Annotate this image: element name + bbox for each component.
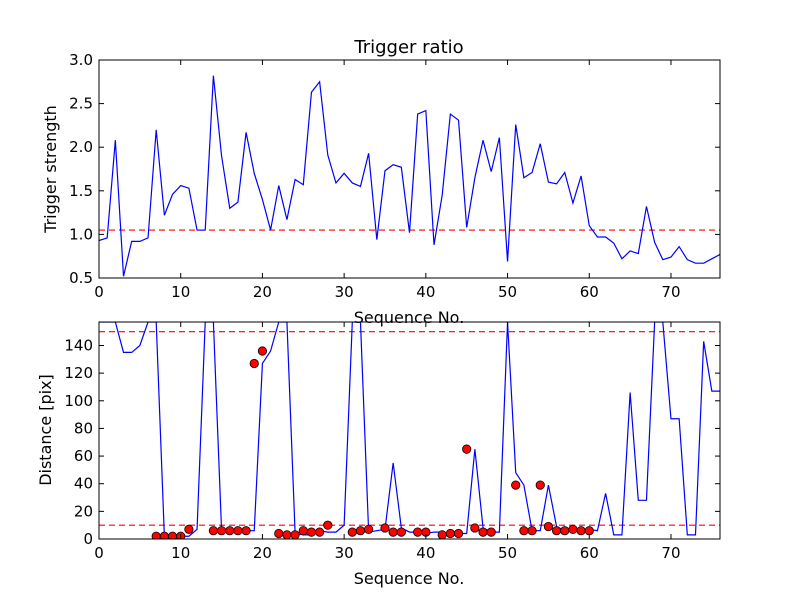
data-point-marker <box>315 527 325 537</box>
x-tick-label: 0 <box>94 283 104 301</box>
data-point-marker <box>519 526 529 536</box>
x-tick-label: 30 <box>335 283 354 301</box>
data-point-marker <box>470 523 480 533</box>
x-tick-label: 0 <box>94 544 104 562</box>
data-point-marker <box>560 526 570 536</box>
x-tick-label: 20 <box>253 283 272 301</box>
data-point-marker <box>184 524 194 534</box>
x-tick-label: 50 <box>498 283 517 301</box>
data-point-marker <box>576 526 586 536</box>
y-tick-label: 80 <box>74 419 93 437</box>
y-tick-label: 140 <box>64 336 93 354</box>
data-point-marker <box>568 524 578 534</box>
y-tick-label: 1.5 <box>69 182 93 200</box>
axes-frame <box>98 59 721 279</box>
data-point-marker <box>249 358 259 369</box>
data-point-marker <box>584 526 594 536</box>
ticks-trigger: 0 10 20 30 40 50 60 70 0.5 1.0 1.5 2.0 2.5 3.0 <box>69 51 720 301</box>
chart-title: Trigger ratio <box>353 37 463 58</box>
y-tick-label: 3.0 <box>69 51 93 69</box>
data-point-marker <box>364 524 374 534</box>
x-tick-label: 60 <box>580 283 599 301</box>
y-tick-label: 20 <box>74 502 93 520</box>
y-tick-label: 0 <box>83 530 93 548</box>
x-tick-label: 60 <box>580 544 599 562</box>
x-tick-label: 40 <box>416 283 435 301</box>
x-tick-label: 30 <box>335 544 354 562</box>
data-point-marker <box>486 527 496 537</box>
data-point-marker <box>233 526 243 536</box>
data-point-marker <box>437 530 447 539</box>
chart-trigger-ratio: Trigger ratio 0 10 20 30 40 50 60 70 0.5 1.0 1.5 2.… <box>41 37 721 327</box>
y-axis-label: Trigger strength <box>41 105 60 234</box>
y-tick-label: 1.0 <box>69 225 93 243</box>
data-point-marker <box>306 527 317 537</box>
data-point-marker <box>323 520 333 530</box>
x-tick-label: 10 <box>171 283 190 301</box>
plot-clip-group <box>99 322 720 539</box>
y-tick-label: 60 <box>74 447 93 465</box>
data-point-marker <box>274 528 284 539</box>
data-point-marker <box>257 346 268 356</box>
plot-area-distance <box>99 322 720 539</box>
x-tick-label: 40 <box>416 544 435 562</box>
data-point-marker <box>347 527 357 537</box>
data-point-marker <box>453 528 464 539</box>
ticks-distance: 0 10 20 30 40 50 60 70 0 20 40 60 80 100 120 140 <box>64 322 720 562</box>
data-point-marker <box>445 528 455 539</box>
data-point-marker <box>511 480 521 490</box>
y-tick-label: 100 <box>64 392 93 410</box>
plot-clip-group <box>99 75 720 277</box>
x-tick-label: 70 <box>661 544 680 562</box>
data-point-marker <box>225 526 235 536</box>
axes-frame <box>98 321 721 540</box>
data-point-marker <box>551 526 562 536</box>
x-tick-label: 20 <box>253 544 272 562</box>
x-tick-label: 10 <box>171 544 190 562</box>
data-point-marker <box>527 526 537 536</box>
x-axis-label: Sequence No. <box>354 308 465 327</box>
data-point-marker <box>216 526 227 536</box>
data-point-marker <box>535 480 545 490</box>
data-point-marker <box>388 527 398 537</box>
data-point-marker <box>543 521 554 532</box>
y-tick-label: 120 <box>64 364 93 382</box>
data-point-marker <box>462 444 472 454</box>
data-point-marker <box>241 526 251 536</box>
data-point-marker <box>396 527 406 537</box>
chart-distance: 0 10 20 30 40 50 60 70 0 20 40 60 80 100 120 140 Sequen… <box>36 321 721 588</box>
data-point-marker <box>282 530 292 539</box>
data-point-marker <box>413 527 423 537</box>
series-line <box>99 75 720 277</box>
y-tick-label: 0.5 <box>69 269 93 287</box>
data-point-marker <box>478 527 488 537</box>
data-point-marker <box>380 523 390 533</box>
data-point-marker <box>298 526 308 536</box>
y-tick-label: 40 <box>74 475 93 493</box>
data-point-marker <box>355 526 366 536</box>
x-tick-label: 70 <box>661 283 680 301</box>
data-point-marker <box>208 526 218 536</box>
y-tick-label: 2.0 <box>69 138 93 156</box>
y-axis-label: Distance [pix] <box>36 374 55 486</box>
y-tick-label: 2.5 <box>69 95 93 113</box>
x-tick-label: 50 <box>498 544 517 562</box>
x-axis-label: Sequence No. <box>354 569 465 588</box>
plot-area-trigger <box>99 75 720 277</box>
data-point-marker <box>290 530 300 539</box>
